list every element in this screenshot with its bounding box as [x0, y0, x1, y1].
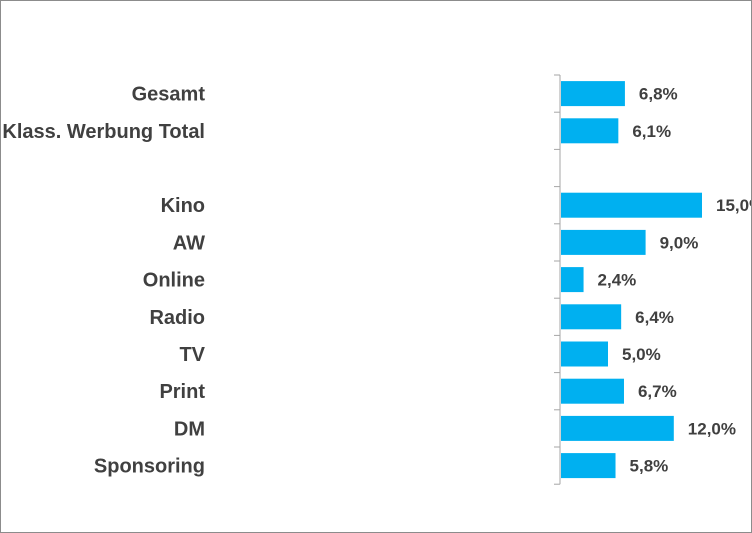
bar — [561, 341, 608, 367]
category-label: Radio — [149, 307, 205, 329]
data-label: 6,1% — [632, 122, 671, 141]
bar — [561, 378, 624, 404]
data-label: 5,8% — [630, 457, 669, 476]
data-label: 12,0% — [688, 419, 736, 438]
data-label: 9,0% — [660, 233, 699, 252]
bar — [561, 415, 674, 441]
category-labels-group: Gesamt Klass. Werbung Total Kino AW Online Ra… — [2, 84, 205, 478]
category-label: Klass. Werbung Total — [2, 121, 205, 143]
data-label: 6,8% — [639, 85, 678, 104]
category-label: Sponsoring — [94, 456, 205, 478]
category-label: Online — [143, 270, 205, 292]
data-label: 5,0% — [622, 345, 661, 364]
bar — [561, 192, 702, 218]
category-label: Print — [159, 381, 205, 403]
bar — [561, 81, 625, 107]
category-label: AW — [173, 232, 205, 254]
data-label: 6,7% — [638, 382, 677, 401]
bar — [561, 118, 619, 144]
bar — [561, 453, 616, 479]
bar — [561, 267, 584, 293]
bars-group — [561, 81, 702, 479]
data-label: 6,4% — [635, 308, 674, 327]
category-label: DM — [174, 418, 205, 440]
value-labels-group: 6,8% 6,1% 15,0% 9,0% 2,4% 6,4% 5,0% 6,7% 12,0% 5,… — [598, 85, 751, 476]
data-label: 15,0% — [716, 196, 751, 215]
bar — [561, 229, 646, 255]
category-label: Gesamt — [132, 84, 206, 106]
category-label: TV — [179, 344, 205, 366]
bar — [561, 304, 622, 330]
category-label: Kino — [161, 195, 205, 217]
data-label: 2,4% — [598, 271, 637, 290]
axis-group — [554, 74, 561, 485]
